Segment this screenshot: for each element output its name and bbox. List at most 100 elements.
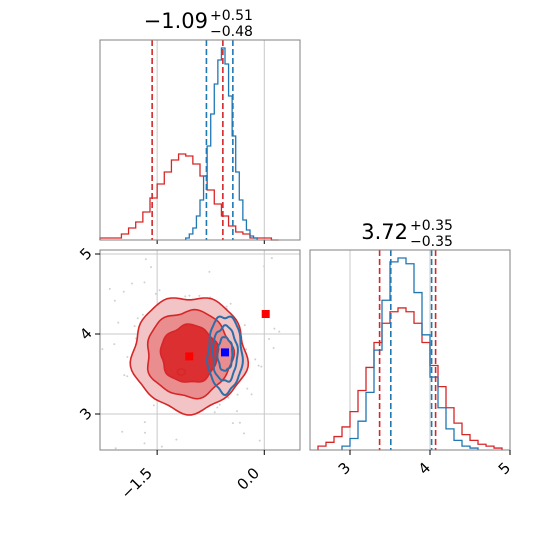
joint-ytick-label-2: 5 xyxy=(76,244,95,263)
joint-xtick-label-1: 0.0 xyxy=(234,464,264,494)
scatter-point xyxy=(213,411,216,414)
scatter-point xyxy=(126,375,129,378)
scatter-point xyxy=(121,430,124,433)
top-hist-series-0 xyxy=(99,153,279,241)
top-title-median: −1.09 xyxy=(144,9,208,33)
scatter-point xyxy=(173,468,175,470)
scatter-point xyxy=(246,387,249,390)
joint-ytick-label-1: 4 xyxy=(76,324,95,343)
right-quantile-lines xyxy=(378,250,437,450)
scatter-point xyxy=(93,344,95,346)
right-marginal-panel: 3.72 +0.35 −0.35 3 4 5 xyxy=(309,218,514,478)
scatter-point xyxy=(218,403,221,406)
red-marker xyxy=(185,352,194,361)
scatter-point xyxy=(78,366,80,368)
top-quantile-lines xyxy=(151,40,234,240)
scatter-point xyxy=(143,421,146,424)
scatter-point xyxy=(260,365,263,368)
scatter-point xyxy=(141,313,144,316)
scatter-point xyxy=(175,438,178,441)
scatter-point xyxy=(152,404,155,407)
top-grid xyxy=(156,40,265,240)
scatter-point xyxy=(278,330,281,333)
scatter-point xyxy=(130,282,133,285)
right-title-median: 3.72 xyxy=(361,220,408,244)
joint-y-ticks: 3 4 5 xyxy=(76,244,100,424)
scatter-point xyxy=(236,393,239,396)
joint-ytick-label-0: 3 xyxy=(76,404,95,423)
top-title-minus: −0.48 xyxy=(210,24,253,40)
scatter-point xyxy=(259,228,261,230)
scatter-point xyxy=(158,289,161,292)
blue-contours xyxy=(206,315,244,397)
joint-xtick-label-0: −1.5 xyxy=(117,464,155,502)
scatter-point xyxy=(184,295,187,298)
scatter-point xyxy=(108,287,111,290)
scatter-point xyxy=(216,406,219,409)
scatter-point xyxy=(150,266,153,269)
joint-frame xyxy=(99,249,301,451)
scatter-point xyxy=(235,410,238,413)
scatter-point xyxy=(123,374,126,377)
scatter-point xyxy=(250,393,253,396)
scatter-point xyxy=(133,325,136,328)
scatter-point xyxy=(263,265,266,268)
scatter-point xyxy=(270,257,273,260)
right-x-ticks: 3 4 5 xyxy=(335,450,514,478)
scatter-point xyxy=(258,439,261,442)
scatter-point xyxy=(243,324,246,327)
right-xtick-label-0: 3 xyxy=(335,459,354,478)
blue-contour-level-1 xyxy=(211,324,239,383)
scatter-point xyxy=(268,337,271,340)
scatter-point xyxy=(243,432,246,435)
top-histograms xyxy=(99,47,279,244)
top-frame xyxy=(99,39,301,241)
joint-x-ticks: −1.5 0.0 xyxy=(117,450,265,503)
scatter-point xyxy=(96,324,98,326)
scatter-point xyxy=(126,356,129,359)
scatter-point xyxy=(143,431,146,434)
extra-red-marker-0 xyxy=(261,310,270,318)
scatter-point xyxy=(238,421,241,424)
right-hist-series-1 xyxy=(341,257,479,450)
right-xtick-label-1: 4 xyxy=(415,459,434,478)
red-contour-island xyxy=(176,368,187,376)
top-marginal-panel: −1.09 +0.51 −0.48 xyxy=(99,8,301,244)
scatter-point xyxy=(257,364,260,367)
scatter-point xyxy=(229,302,232,305)
scatter-point xyxy=(101,348,104,351)
scatter-point xyxy=(225,305,228,308)
scatter-point xyxy=(144,258,147,261)
scatter-point xyxy=(337,352,339,354)
joint-panel: −1.5 0.0 3 4 5 xyxy=(0,228,339,544)
scatter-point xyxy=(227,396,230,399)
top-title-plus: +0.51 xyxy=(210,8,253,24)
scatter-point xyxy=(208,270,211,273)
scatter-point xyxy=(188,294,191,297)
scatter-point xyxy=(122,290,125,293)
scatter-point xyxy=(175,542,177,544)
right-frame xyxy=(309,249,511,451)
right-xtick-label-2: 5 xyxy=(495,459,514,478)
right-histograms xyxy=(317,257,503,450)
scatter-point xyxy=(113,343,116,346)
scatter-point xyxy=(254,358,257,361)
scatter-point xyxy=(117,321,120,324)
right-hist-series-0 xyxy=(317,307,503,450)
scatter-point xyxy=(143,442,146,445)
top-hist-series-1 xyxy=(185,47,258,240)
scatter-point xyxy=(113,299,116,302)
joint-markers xyxy=(185,310,270,361)
right-title-minus: −0.35 xyxy=(410,234,453,250)
scatter-point xyxy=(231,422,234,425)
scatter-point xyxy=(0,299,1,301)
right-title-plus: +0.35 xyxy=(410,218,453,234)
scatter-point xyxy=(273,327,276,330)
scatter-point xyxy=(114,447,117,450)
blue-contour-level-2 xyxy=(216,336,234,372)
scatter-point xyxy=(245,348,248,351)
scatter-point xyxy=(136,317,139,320)
blue-contour-level-0 xyxy=(206,315,244,397)
scatter-point xyxy=(143,281,146,284)
